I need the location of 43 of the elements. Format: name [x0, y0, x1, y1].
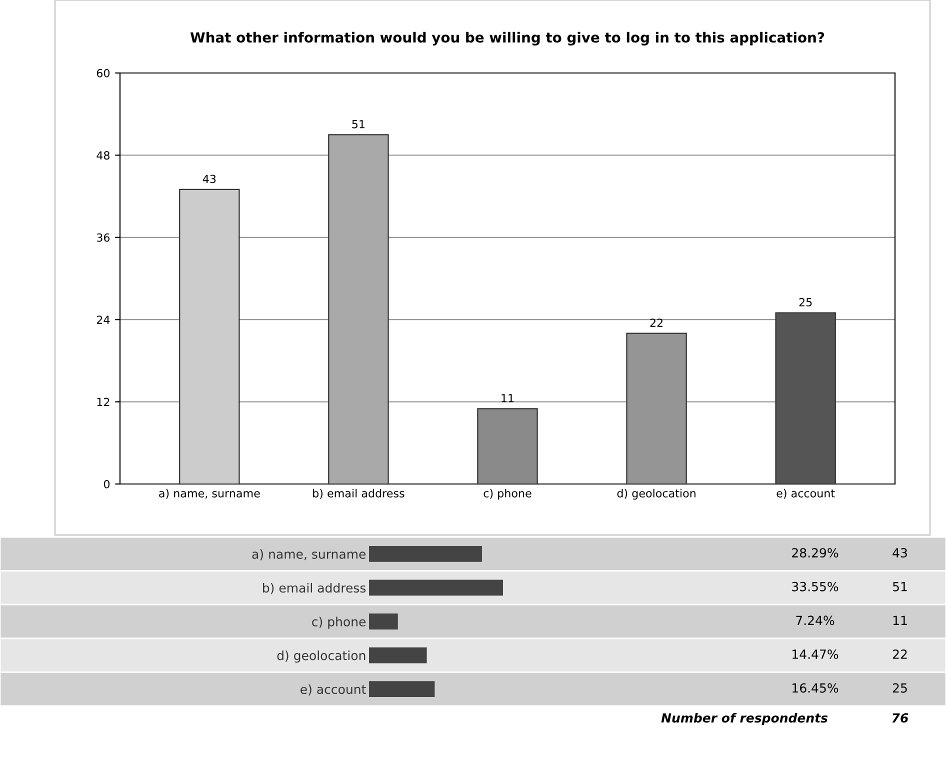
- bar: [369, 681, 435, 698]
- x-tick-label: a) name, surname: [159, 488, 260, 499]
- y-tick-label: d) geolocation: [277, 650, 366, 663]
- data-label: 25: [799, 298, 812, 306]
- text: 28.29%: [792, 548, 838, 558]
- data-label: 11: [893, 616, 907, 625]
- bar: [328, 134, 389, 484]
- y-tick-label: 0: [104, 480, 110, 488]
- bar: [369, 647, 427, 664]
- y-tick-label: 24: [96, 316, 110, 324]
- bar: [369, 614, 398, 630]
- y-tick-label: 48: [96, 151, 110, 160]
- data-label: 51: [893, 582, 907, 592]
- text: 7.24%: [796, 616, 834, 626]
- text: 16.45%: [792, 683, 838, 693]
- bar: [179, 188, 240, 484]
- data-label: 51: [352, 120, 365, 128]
- data-label: 25: [892, 683, 907, 693]
- text: 14.47%: [792, 649, 838, 659]
- data-label: 22: [650, 318, 662, 327]
- y-tick-label: c) phone: [312, 616, 366, 629]
- bar: [477, 408, 538, 484]
- y-tick-label: 60: [96, 68, 110, 78]
- data-label: 43: [892, 548, 907, 558]
- x-tick-label: c) phone: [484, 488, 532, 500]
- bar: [369, 580, 503, 596]
- bar: [775, 312, 836, 484]
- x-tick-label: b) email address: [313, 488, 404, 499]
- data-label: 22: [892, 649, 907, 659]
- y-tick-label: e) account: [300, 684, 366, 696]
- x-tick-label: d) geolocation: [617, 488, 696, 500]
- y-tick-label: 36: [96, 233, 110, 242]
- y-tick-label: 12: [97, 398, 110, 406]
- text: 33.55%: [792, 582, 838, 592]
- chart-title: What other information would you be willing to give to log in to this application?: [190, 32, 824, 46]
- y-tick-label: a) name, surname: [252, 549, 366, 560]
- x-tick-label: e) account: [776, 488, 835, 499]
- data-label: 43: [202, 174, 216, 184]
- data-label: 11: [502, 394, 514, 402]
- bar: [369, 546, 482, 562]
- text: 76: [892, 713, 908, 723]
- text: Number of respondents: [661, 712, 828, 726]
- y-tick-label: b) email address: [263, 582, 366, 594]
